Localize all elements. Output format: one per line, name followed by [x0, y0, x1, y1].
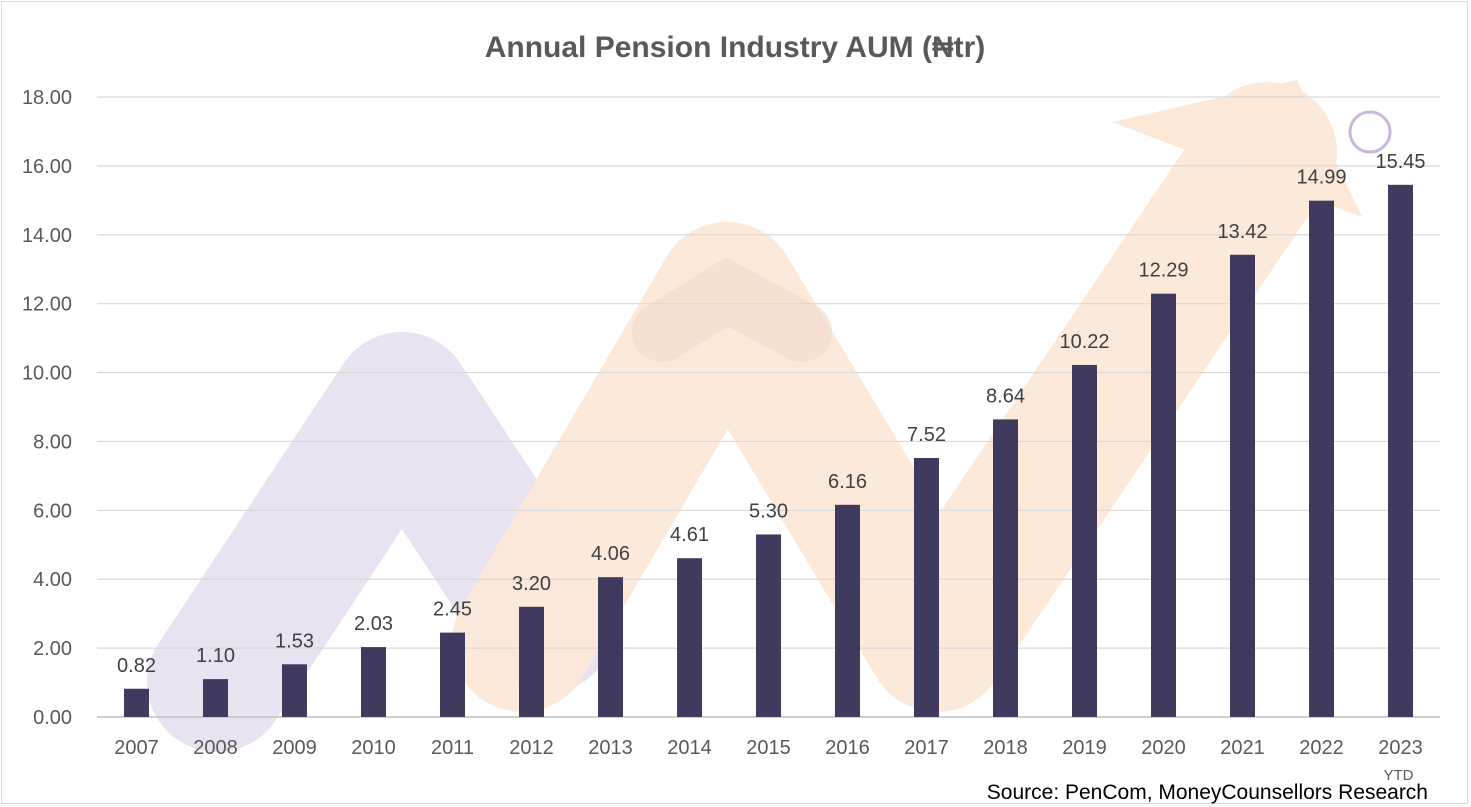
bar-2010 — [361, 647, 386, 717]
data-label-2015: 5.30 — [749, 500, 788, 522]
x-tick-label-2014: 2014 — [667, 737, 712, 759]
y-tick-label: 18.00 — [22, 87, 72, 109]
data-label-2018: 8.64 — [986, 385, 1025, 407]
data-label-2020: 12.29 — [1138, 260, 1188, 282]
data-label-2012: 3.20 — [512, 573, 551, 595]
bar-2008 — [203, 679, 228, 717]
y-axis-ticks: 0.00 2.00 4.00 6.00 8.00 10.00 12.00 14.00 16.00… — [22, 87, 72, 729]
y-tick-label: 14.00 — [22, 225, 72, 247]
y-tick-label: 10.00 — [22, 363, 72, 385]
x-axis-ticks: 2007 2008 2009 2010 2011 2012 2013 2014 2015 2016… — [114, 737, 1423, 784]
watermark-orange-arrow — [452, 82, 1337, 712]
chart-title: Annual Pension Industry AUM (₦tr) — [485, 31, 986, 64]
registered-mark-icon — [1348, 110, 1392, 154]
data-label-2014: 4.61 — [670, 524, 709, 546]
y-tick-label: 4.00 — [33, 569, 72, 591]
watermark-arrow-head — [1112, 80, 1362, 217]
bar-2014 — [677, 558, 702, 717]
source-note: Source: PenCom, MoneyCounsellors Researc… — [987, 781, 1428, 804]
x-tick-label-2008: 2008 — [193, 737, 238, 759]
bar-2023 — [1388, 184, 1413, 718]
y-tick-label: 6.00 — [33, 500, 72, 522]
bar-2017 — [914, 457, 939, 717]
bars — [124, 184, 1413, 718]
bar-2016 — [835, 504, 860, 717]
y-tick-label: 0.00 — [33, 707, 72, 729]
data-label-2010: 2.03 — [354, 613, 393, 635]
x-tick-label-2007: 2007 — [114, 737, 159, 759]
watermark-logo — [147, 80, 1392, 752]
x-tick-label-2018: 2018 — [983, 737, 1028, 759]
data-label-2016: 6.16 — [828, 471, 867, 493]
bar-2022 — [1309, 200, 1334, 717]
data-label-2017: 7.52 — [907, 424, 946, 446]
gridlines — [97, 96, 1440, 649]
y-tick-label: 8.00 — [33, 431, 72, 453]
bar-2020 — [1151, 293, 1176, 717]
x-tick-label-2019: 2019 — [1062, 737, 1107, 759]
data-label-2008: 1.10 — [196, 645, 235, 667]
x-tick-label-2023: 2023 — [1378, 737, 1423, 759]
bar-2018 — [993, 419, 1018, 717]
x-tick-label-2013: 2013 — [588, 737, 633, 759]
data-label-2013: 4.06 — [591, 543, 630, 565]
bar-2012 — [519, 606, 544, 717]
y-tick-label: 16.00 — [22, 156, 72, 178]
x-tick-label-2010: 2010 — [351, 737, 396, 759]
bar-2013 — [598, 577, 623, 717]
data-label-2011: 2.45 — [433, 599, 472, 621]
x-tick-label-2017: 2017 — [904, 737, 949, 759]
bar-2019 — [1072, 364, 1097, 717]
x-tick-label-2020: 2020 — [1141, 737, 1186, 759]
data-labels: 0.82 1.10 1.53 2.03 2.45 3.20 4.06 4.61 5.30 6.16… — [117, 151, 1426, 677]
x-tick-label-2021: 2021 — [1220, 737, 1265, 759]
bar-2007 — [124, 688, 149, 717]
bar-2015 — [756, 534, 781, 717]
watermark-overlap — [632, 257, 832, 362]
data-label-2021: 13.42 — [1217, 221, 1267, 243]
data-label-2023: 15.45 — [1375, 151, 1425, 173]
x-tick-sublabel: YTD — [1384, 767, 1414, 784]
data-label-2007: 0.82 — [117, 655, 156, 677]
x-tick-label-2009: 2009 — [272, 737, 317, 759]
x-tick-label-2012: 2012 — [509, 737, 554, 759]
data-label-2009: 1.53 — [275, 630, 314, 652]
x-tick-label-2015: 2015 — [746, 737, 791, 759]
y-tick-label: 12.00 — [22, 294, 72, 316]
y-tick-label: 2.00 — [33, 638, 72, 660]
x-tick-label-2011: 2011 — [431, 737, 474, 759]
bar-2011 — [440, 632, 465, 717]
bar-2021 — [1230, 254, 1255, 717]
x-tick-label-2016: 2016 — [825, 737, 870, 759]
x-tick-label-2022: 2022 — [1299, 737, 1344, 759]
data-label-2019: 10.22 — [1059, 331, 1109, 353]
bar-2009 — [282, 664, 307, 717]
data-label-2022: 14.99 — [1296, 167, 1346, 189]
